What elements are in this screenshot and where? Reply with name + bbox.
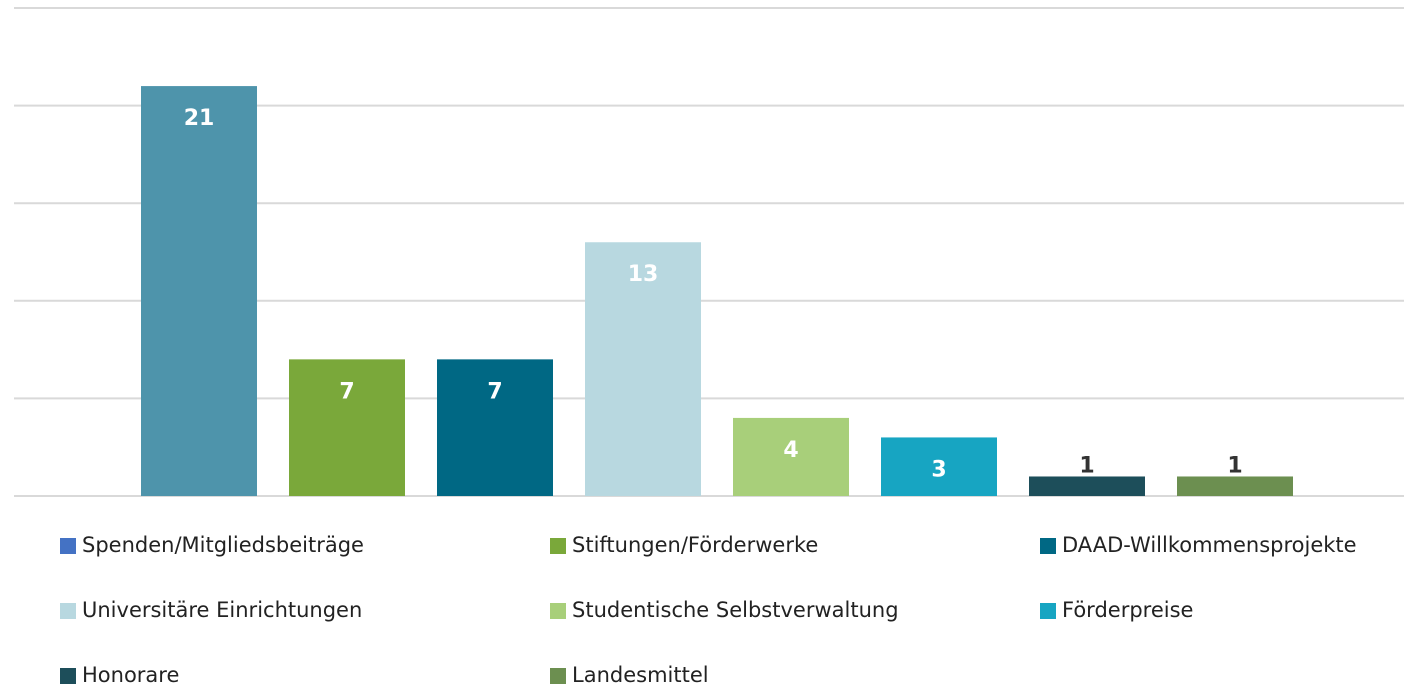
bar: [437, 359, 553, 496]
value-label: 7: [487, 379, 502, 404]
legend-label: Spenden/Mitgliedsbeiträge: [82, 533, 364, 557]
legend-swatch: [1040, 538, 1056, 554]
bar: [585, 242, 701, 496]
bar: [141, 86, 257, 496]
legend-label: Stiftungen/Förderwerke: [572, 533, 818, 557]
legend-label: DAAD-Willkommensprojekte: [1062, 533, 1357, 557]
value-label: 3: [931, 457, 946, 482]
value-label: 7: [339, 379, 354, 404]
legend-label: Förderpreise: [1062, 598, 1193, 622]
legend-swatch: [550, 538, 566, 554]
bar: [733, 417, 849, 496]
legend-label: Honorare: [82, 663, 179, 687]
bar: [881, 437, 997, 496]
value-label: 4: [783, 438, 798, 463]
legend-label: Universitäre Einrichtungen: [82, 598, 362, 622]
legend-swatch: [60, 668, 76, 684]
bar: [1029, 476, 1145, 496]
value-label: 1: [1227, 453, 1242, 478]
legend-label: Studentische Selbstverwaltung: [572, 598, 899, 622]
legend-swatch: [550, 668, 566, 684]
value-label: 13: [628, 262, 659, 287]
legend-swatch: [550, 603, 566, 619]
bar: [289, 359, 405, 496]
legend-swatch: [1040, 603, 1056, 619]
legend-label: Landesmittel: [572, 663, 709, 687]
value-label: 1: [1079, 453, 1094, 478]
bar: [1177, 476, 1293, 496]
value-label: 21: [184, 106, 215, 131]
legend-swatch: [60, 603, 76, 619]
legend-swatch: [60, 538, 76, 554]
